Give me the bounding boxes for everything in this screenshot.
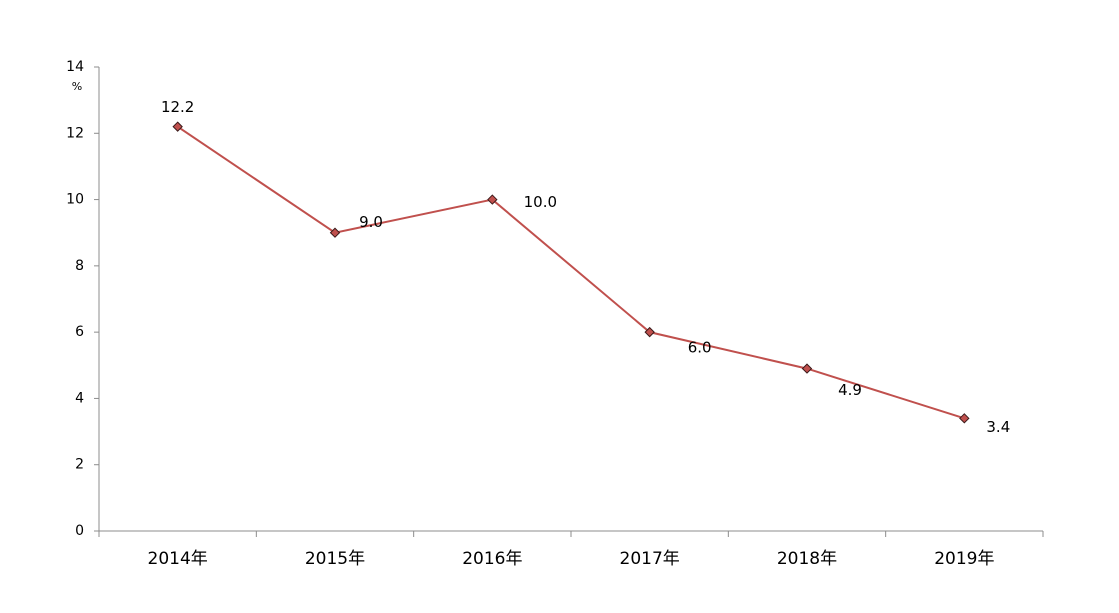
data-label: 10.0 [524,193,557,211]
data-point [487,194,498,205]
y-tick-label: 14 [66,59,84,75]
data-point [959,413,970,424]
y-unit: % [72,80,82,93]
x-tick-label: 2015年 [305,549,365,569]
data-point [329,227,341,238]
data-label: 12.2 [161,98,194,116]
y-tick-label: 6 [75,324,84,340]
y-tick-label: 8 [75,258,84,274]
data-label: 4.9 [838,381,862,399]
y-tick-label: 12 [66,125,84,141]
x-tick-label: 2018年 [777,549,837,569]
y-tick-label: 4 [75,390,84,406]
data-line [177,125,965,420]
x-tick-label: 2016年 [462,549,522,569]
data-point [644,326,655,338]
y-tick-label: 0 [75,523,84,539]
data-label: 3.4 [986,418,1010,436]
data-point [801,363,813,374]
y-tick-label: 2 [75,457,84,473]
x-tick-label: 2017年 [620,549,680,569]
x-tick-label: 2014年 [148,549,208,569]
data-label: 9.0 [359,213,383,231]
data-point [172,121,183,132]
x-tick-label: 2019年 [934,549,994,569]
data-label: 6.0 [688,339,712,357]
y-tick-label: 10 [66,192,84,208]
